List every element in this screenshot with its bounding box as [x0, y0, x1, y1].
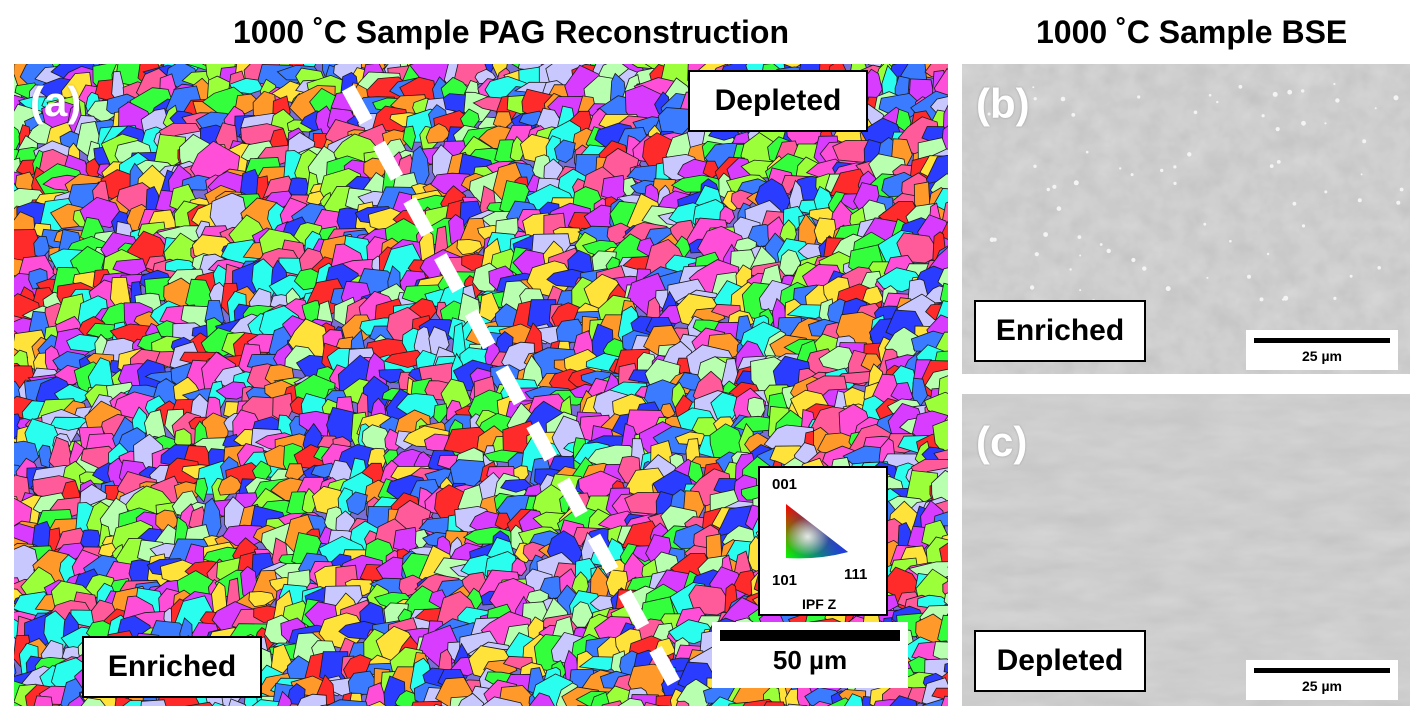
scale-bar-c-line [1254, 668, 1390, 673]
pag-reconstruction-map: (a) Depleted Enriched 001 [14, 64, 948, 706]
ipf-legend-101: 101 [772, 572, 798, 589]
title-right: 1000 ˚C Sample BSE [1036, 14, 1348, 50]
bse-depleted-image: (c) Depleted 25 µm [962, 394, 1410, 706]
scale-bar-a: 50 µm [712, 622, 908, 688]
depleted-label-c: Depleted [974, 630, 1146, 692]
panel-b-letter: (b) [976, 80, 1030, 127]
scale-bar-c: 25 µm [1246, 660, 1398, 700]
depleted-label: Depleted [688, 70, 868, 132]
enriched-label-b: Enriched [974, 300, 1146, 362]
grain-map-image [14, 64, 948, 706]
title-left: 1000 ˚C Sample PAG Reconstruction [233, 14, 789, 50]
scale-bar-b: 25 µm [1246, 330, 1398, 370]
ipf-legend: 001 101 111 IPF Z [758, 466, 888, 616]
scale-bar-a-line [720, 630, 900, 641]
enriched-label: Enriched [82, 636, 262, 698]
scale-bar-b-line [1254, 338, 1390, 343]
scale-bar-b-label: 25 µm [1302, 348, 1342, 364]
panel-c-letter: (c) [976, 418, 1028, 465]
scale-bar-a-label: 50 µm [772, 645, 848, 675]
bse-enriched-image: (b) Enriched 25 µm [962, 64, 1410, 374]
dashed-divider [341, 84, 687, 698]
ipf-legend-001: 001 [772, 476, 798, 493]
panel-a-letter: (a) [30, 78, 82, 125]
ipf-legend-caption: IPF Z [802, 596, 837, 612]
ipf-color-triangle [786, 504, 848, 559]
ipf-legend-111: 111 [844, 566, 868, 583]
scale-bar-c-label: 25 µm [1302, 678, 1342, 694]
